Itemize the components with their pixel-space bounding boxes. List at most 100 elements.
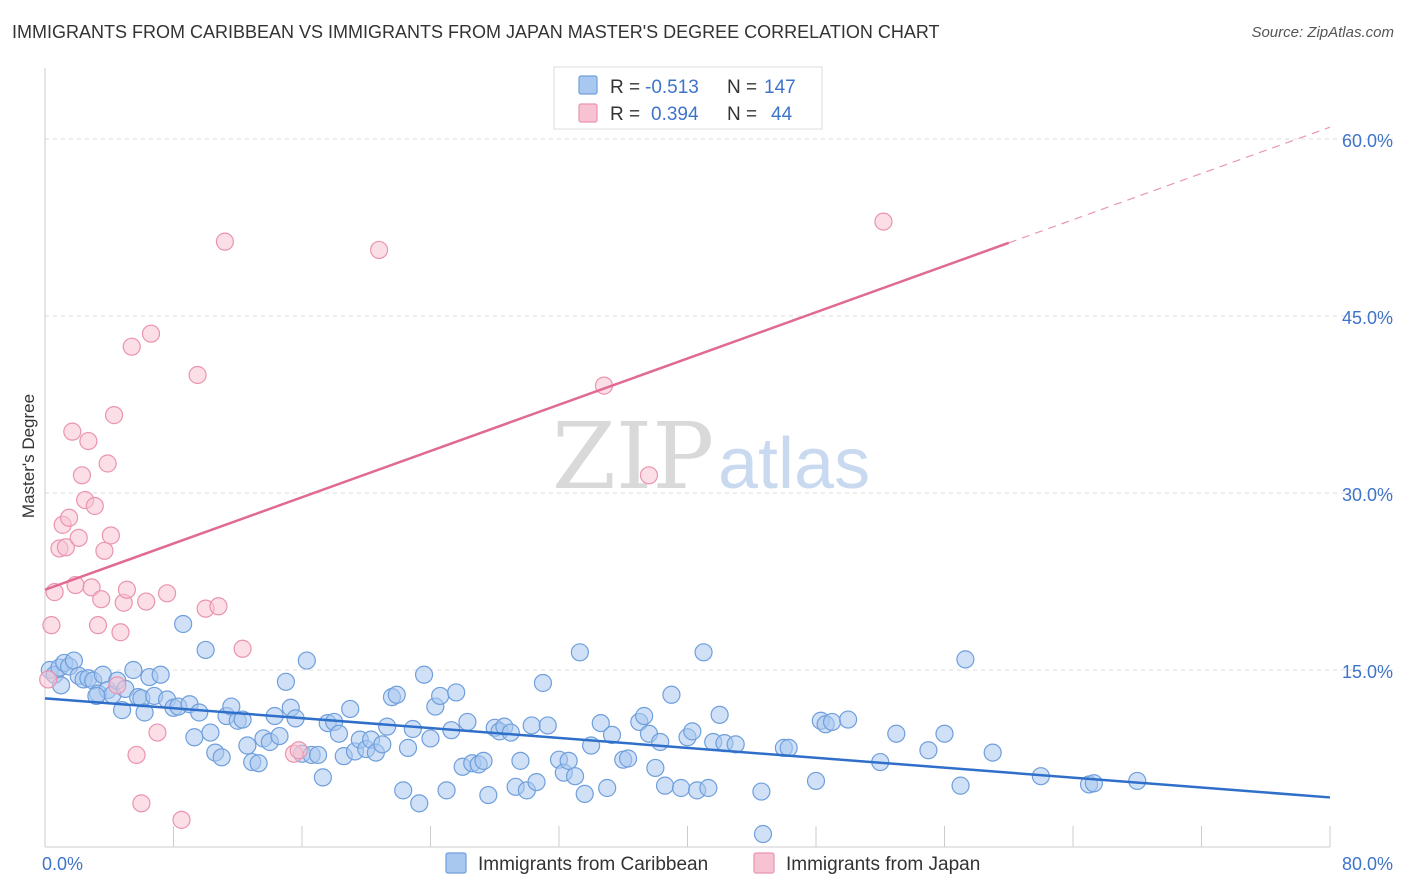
- japan-point-31: [157, 584, 177, 603]
- trend-line-japan: [44, 241, 1010, 591]
- japan-point-9: [69, 528, 88, 547]
- trend-lines: [44, 126, 1331, 799]
- legend-n-value-caribbean: 147: [764, 77, 796, 98]
- japan-point-32: [172, 810, 191, 829]
- caribbean-point-45: [276, 672, 296, 691]
- caribbean-point-121: [710, 705, 729, 724]
- japan-point-25: [122, 337, 141, 356]
- x-tick-label-1: 80.0%: [1342, 854, 1393, 874]
- japan-point-36: [215, 232, 234, 251]
- y-tick-label-3: 60.0%: [1342, 131, 1393, 151]
- caribbean-point-15: [112, 701, 132, 720]
- caribbean-point-118: [694, 643, 713, 662]
- caribbean-point-110: [646, 758, 665, 778]
- bottom-legend-label-caribbean: Immigrants from Caribbean: [478, 854, 708, 875]
- caribbean-point-89: [511, 751, 530, 770]
- chart-title: IMMIGRANTS FROM CARIBBEAN VS IMMIGRANTS …: [12, 22, 940, 42]
- japan-point-29: [141, 324, 161, 343]
- y-tick-label-0: 15.0%: [1342, 662, 1393, 682]
- caribbean-point-108: [635, 706, 654, 726]
- caribbean-point-22: [151, 665, 170, 684]
- japan-point-10: [72, 466, 92, 485]
- japan-point-15: [88, 616, 108, 635]
- japan-point-12: [79, 431, 98, 451]
- japan-point-33: [188, 365, 207, 385]
- japan-point-5: [56, 538, 75, 557]
- caribbean-point-33: [212, 748, 231, 767]
- watermark: ZIP atlas: [552, 403, 870, 510]
- legend-r-label-japan: R =: [610, 104, 640, 125]
- caribbean-point-146: [135, 703, 154, 722]
- caribbean-point-68: [398, 738, 418, 757]
- caribbean-point-66: [387, 685, 406, 704]
- caribbean-point-113: [662, 685, 681, 704]
- japan-point-6: [59, 508, 79, 527]
- caribbean-point-116: [683, 722, 702, 741]
- caribbean-point-99: [570, 643, 589, 662]
- caribbean-point-131: [822, 712, 842, 732]
- y-axis-title: Master's Degree: [19, 394, 38, 518]
- caribbean-point-83: [479, 785, 498, 805]
- caribbean-point-124: [752, 782, 771, 801]
- bottom-legend-swatch-caribbean: [445, 852, 467, 874]
- caribbean-point-145: [87, 686, 106, 706]
- caribbean-point-135: [919, 741, 938, 760]
- caribbean-point-138: [956, 650, 975, 669]
- chart-source: Source: ZipAtlas.com: [1251, 24, 1394, 41]
- caribbean-point-93: [533, 673, 553, 693]
- watermark-zip: ZIP: [552, 403, 714, 510]
- japan-point-43: [874, 212, 893, 231]
- caribbean-point-102: [591, 713, 610, 733]
- caribbean-point-97: [559, 751, 578, 770]
- caribbean-point-69: [403, 719, 422, 739]
- caribbean-point-51: [308, 745, 328, 765]
- caribbean-point-64: [378, 717, 397, 736]
- japan-point-27: [132, 794, 151, 813]
- legend-r-label-caribbean: R =: [610, 77, 640, 98]
- caribbean-point-31: [201, 723, 220, 742]
- bottom-legend-swatch-japan: [753, 852, 775, 874]
- japan-point-7: [63, 422, 82, 441]
- caribbean-point-137: [951, 776, 970, 795]
- caribbean-point-114: [671, 778, 691, 798]
- caribbean-point-28: [185, 728, 204, 747]
- caribbean-point-29: [190, 703, 209, 722]
- japan-point-37: [233, 639, 252, 658]
- japan-point-40: [370, 240, 389, 260]
- caribbean-point-91: [522, 716, 541, 735]
- trend-line-japan-extension: [1008, 126, 1331, 244]
- caribbean-point-75: [437, 781, 456, 800]
- y-tick-label-2: 45.0%: [1342, 308, 1393, 328]
- caribbean-point-100: [575, 784, 594, 804]
- caribbean-point-74: [431, 686, 450, 706]
- caribbean-point-132: [839, 710, 858, 729]
- caribbean-point-55: [329, 724, 349, 743]
- caribbean-point-104: [602, 725, 622, 745]
- japan-point-30: [148, 723, 167, 742]
- caribbean-point-136: [935, 724, 954, 743]
- axes: [44, 68, 1331, 848]
- caribbean-point-72: [421, 729, 440, 748]
- caribbean-point-17: [124, 660, 143, 680]
- japan-point-18: [98, 454, 117, 473]
- caribbean-point-92: [527, 772, 546, 792]
- caribbean-point-128: [806, 771, 826, 791]
- japan-point-26: [127, 745, 146, 765]
- legend-r-value-caribbean: -0.513: [645, 77, 699, 98]
- japan-points: [39, 212, 893, 829]
- japan-point-1: [42, 616, 61, 635]
- gridlines: [45, 138, 1394, 671]
- legend-swatch-japan: [578, 103, 598, 123]
- trend-line-caribbean: [44, 697, 1331, 799]
- caribbean-point-77: [447, 683, 466, 702]
- caribbean-point-52: [313, 768, 332, 787]
- legend-n-label-caribbean: N =: [727, 77, 757, 98]
- japan-point-42: [639, 466, 659, 485]
- japan-point-21: [108, 676, 127, 695]
- legend-r-value-japan: 0.394: [651, 104, 699, 125]
- caribbean-point-125: [753, 824, 773, 844]
- caribbean-point-30: [196, 640, 215, 660]
- legend-n-value-japan: 44: [771, 104, 793, 125]
- bottom-legend-label-japan: Immigrants from Japan: [786, 854, 980, 875]
